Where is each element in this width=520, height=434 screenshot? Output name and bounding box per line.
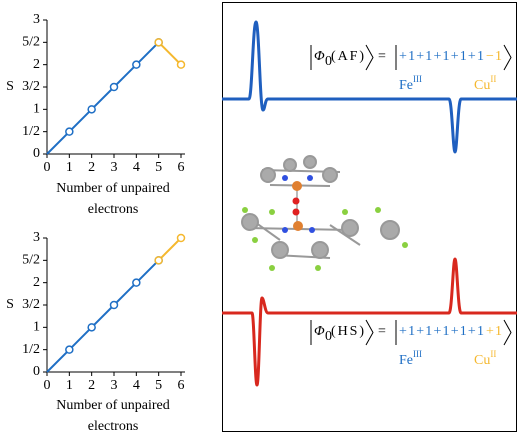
x-tick-label: 1: [66, 160, 73, 175]
point: [154, 38, 163, 47]
point: [65, 127, 74, 136]
oxidation-state: II: [490, 74, 496, 84]
element: Fe: [399, 353, 413, 368]
point: [109, 300, 119, 310]
y-tick-label: 5/2: [22, 253, 40, 268]
x-tick-label: 6: [178, 160, 185, 175]
oxidation-state: III: [413, 74, 422, 84]
y-tick-label: 3: [33, 230, 40, 245]
ket-symbol: Φ: [314, 324, 325, 339]
x-tick-label: 4: [133, 160, 140, 175]
point: [176, 233, 186, 243]
y-tick-label: 3: [33, 12, 40, 27]
ket-last-spin: +1: [486, 324, 502, 339]
point: [65, 345, 74, 354]
x-tick-label: 1: [66, 378, 73, 393]
ket-symbol: Φ: [314, 49, 325, 64]
ion-label: CuII: [474, 74, 496, 93]
af-ket-shapes: [310, 44, 512, 71]
point: [176, 60, 186, 69]
hs-ket-shapes: [310, 319, 512, 346]
point: [154, 256, 163, 265]
y-tick-label: 1/2: [22, 124, 40, 139]
x-tick-label: 6: [178, 378, 185, 393]
ket-label: (HS): [331, 324, 364, 339]
series-line: [157, 41, 182, 66]
y-tick-label: 5/2: [22, 35, 40, 50]
y-tick-label: 1/2: [22, 342, 40, 357]
hs-trace: [222, 257, 517, 387]
ket-equals: =: [378, 49, 386, 64]
y-tick-label: 0: [33, 364, 40, 379]
element: Fe: [399, 78, 413, 93]
ket-spins: +1+1+1+1+1: [399, 324, 484, 339]
y-tick-label: 2: [33, 275, 40, 290]
point: [132, 60, 141, 69]
x-tick-label: 3: [111, 378, 118, 393]
x-tick-label: 2: [88, 378, 95, 393]
x-axis-label: Number of unpaired electrons: [56, 181, 170, 217]
point: [132, 278, 141, 287]
x-tick-label: 4: [133, 378, 140, 393]
ket-spins: +1+1+1+1+1: [399, 49, 484, 64]
y-tick-label: 3/2: [22, 79, 40, 94]
element: Cu: [474, 353, 490, 368]
y-tick-label: 2: [33, 57, 40, 72]
y-tick-label: 1: [33, 102, 40, 117]
y-tick-label: 1: [33, 320, 40, 335]
y-axis-label: S: [6, 297, 14, 312]
x-tick-label: 0: [44, 378, 51, 393]
ket-last-spin: −1: [486, 49, 502, 64]
x-tick-label: 5: [155, 378, 162, 393]
y-tick-label: 0: [33, 146, 40, 161]
oxidation-state: III: [413, 349, 422, 359]
point: [87, 105, 96, 114]
series-line: [46, 41, 160, 155]
x-tick-label: 2: [88, 160, 95, 175]
molecule: [241, 155, 408, 271]
ket-subscript: 0: [325, 329, 332, 344]
element: Cu: [474, 78, 490, 93]
ket-subscript: 0: [325, 54, 332, 69]
ion-label: FeIII: [399, 349, 422, 368]
series-line: [46, 259, 160, 373]
x-tick-label: 5: [155, 160, 162, 175]
y-axis-label: S: [6, 79, 14, 94]
y-tick-label: 3/2: [22, 297, 40, 312]
ion-label: CuII: [474, 349, 496, 368]
point: [87, 323, 96, 332]
panel-frame: [222, 2, 517, 432]
ket-equals: =: [378, 324, 386, 339]
ket-label: (AF): [331, 49, 364, 64]
x-tick-label: 3: [111, 160, 118, 175]
point: [109, 82, 119, 92]
ion-label: FeIII: [399, 74, 422, 93]
af-trace: [222, 20, 517, 154]
x-tick-label: 0: [44, 160, 51, 175]
oxidation-state: II: [490, 349, 496, 359]
series-line: [157, 237, 182, 262]
x-axis-label: Number of unpaired electrons: [56, 398, 170, 434]
